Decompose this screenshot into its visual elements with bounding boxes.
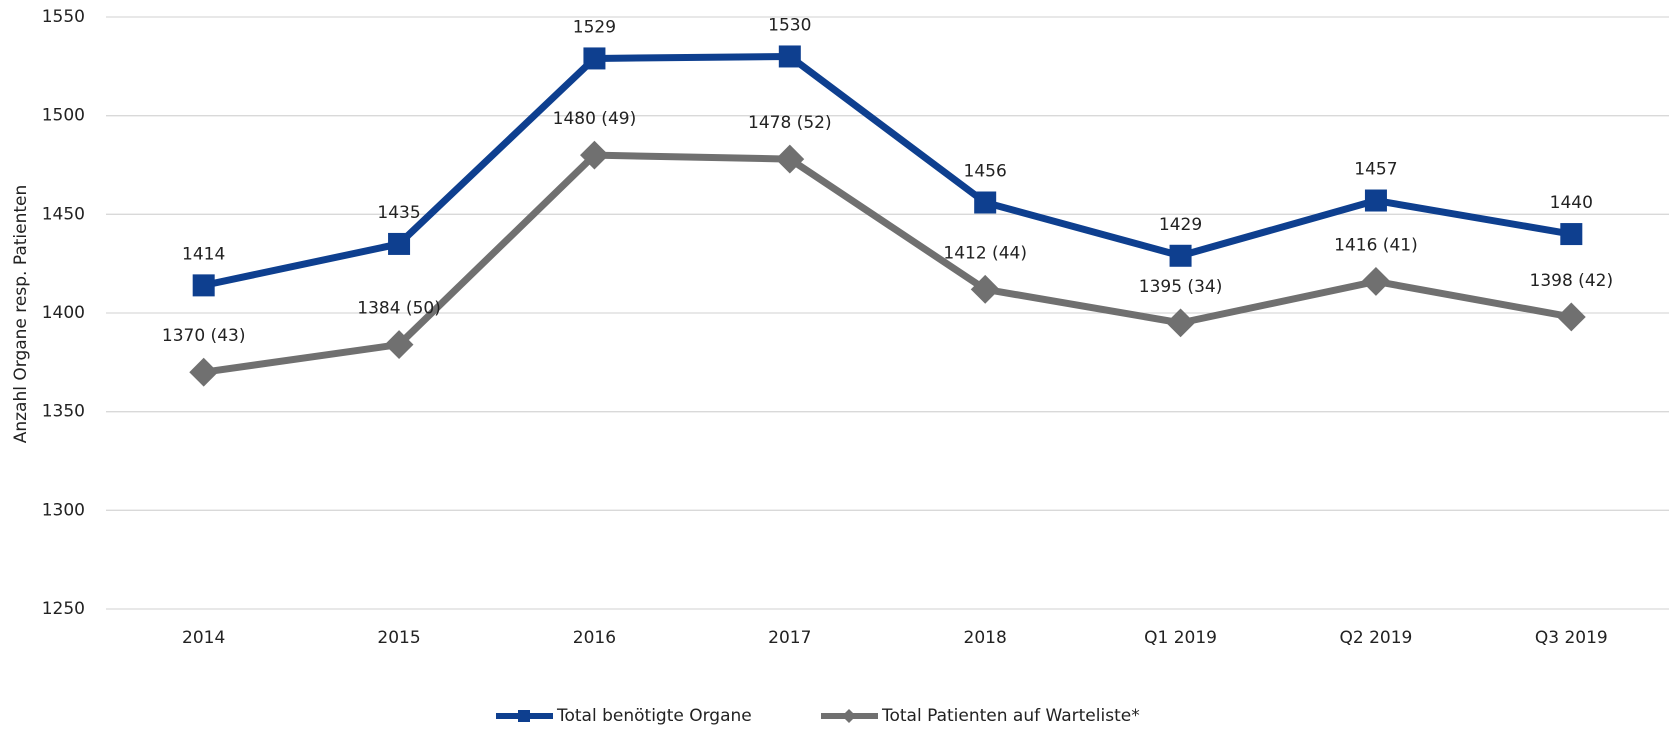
x-tick-label: 2018 — [964, 628, 1007, 648]
marker — [583, 47, 606, 70]
marker — [1169, 244, 1192, 267]
legend-marker — [842, 709, 856, 723]
y-tick-label: 1450 — [42, 204, 85, 224]
x-tick-label: Q3 2019 — [1535, 628, 1608, 648]
marker — [384, 330, 414, 359]
data-label: 1412 (44) — [943, 243, 1027, 263]
data-label: 1416 (41) — [1334, 235, 1418, 255]
marker — [778, 45, 801, 68]
y-axis-label: Anzahl Organe resp. Patienten — [11, 185, 31, 444]
data-label: 1370 (43) — [162, 326, 246, 346]
marker — [1556, 302, 1586, 332]
marker — [970, 274, 1000, 304]
x-tick-label: 2015 — [377, 628, 420, 648]
data-label: 1480 (49) — [553, 109, 637, 129]
marker — [580, 140, 609, 170]
data-label: 1429 — [1159, 215, 1202, 235]
x-tick-label: Q2 2019 — [1340, 628, 1413, 648]
data-label: 1529 — [573, 17, 616, 37]
data-label: 1398 (42) — [1530, 271, 1614, 291]
marker — [974, 191, 997, 214]
x-tick-label: 2016 — [573, 628, 616, 648]
marker — [1361, 267, 1391, 296]
marker — [1560, 223, 1583, 246]
y-tick-label: 1300 — [42, 500, 85, 520]
legend-label: Total Patienten auf Warteliste* — [881, 706, 1140, 726]
y-tick-label: 1500 — [42, 106, 85, 126]
data-label: 1530 — [768, 15, 811, 35]
x-tick-label: Q1 2019 — [1144, 628, 1217, 648]
y-tick-label: 1550 — [42, 7, 85, 27]
data-label: 1395 (34) — [1139, 277, 1223, 297]
data-label: 1478 (52) — [748, 113, 832, 133]
legend-marker — [518, 710, 530, 722]
data-label: 1456 — [964, 161, 1007, 181]
marker — [1364, 189, 1387, 212]
data-label: 1435 — [377, 203, 420, 223]
legend-label: Total benötigte Organe — [556, 706, 752, 726]
marker — [189, 357, 219, 387]
marker — [1166, 308, 1195, 338]
y-tick-label: 1400 — [42, 303, 85, 323]
data-label: 1457 — [1354, 160, 1397, 180]
series-line — [202, 52, 1572, 289]
marker — [775, 144, 805, 174]
data-label: 1384 (50) — [357, 299, 441, 319]
data-label: 1440 — [1550, 193, 1593, 213]
x-tick-label: 2014 — [182, 628, 225, 648]
x-tick-label: 2017 — [768, 628, 811, 648]
marker — [388, 232, 411, 255]
data-label: 1414 — [182, 244, 225, 264]
marker — [192, 274, 215, 297]
y-tick-label: 1350 — [42, 402, 85, 422]
series-line — [203, 151, 1572, 376]
y-tick-label: 1250 — [42, 599, 85, 619]
